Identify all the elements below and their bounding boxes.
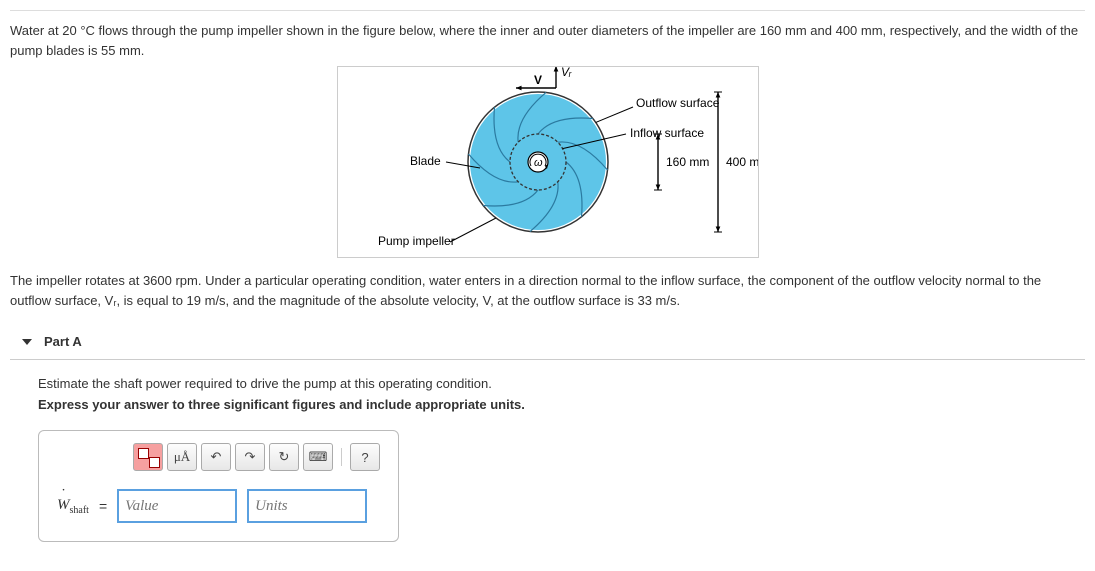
problem-sub: The impeller rotates at 3600 rpm. Under … xyxy=(10,271,1085,310)
svg-text:ω: ω xyxy=(534,157,543,169)
problem-intro: Water at 20 °C flows through the pump im… xyxy=(10,21,1085,60)
svg-text:160 mm: 160 mm xyxy=(666,155,709,169)
equals-sign: = xyxy=(99,498,107,514)
value-input[interactable] xyxy=(117,489,237,523)
question-line-1: Estimate the shaft power required to dri… xyxy=(38,376,1085,391)
keyboard-button[interactable]: ⌨ xyxy=(303,443,333,471)
svg-text:400 mm: 400 mm xyxy=(726,155,758,169)
templates-button[interactable] xyxy=(133,443,163,471)
undo-button[interactable]: ↶ xyxy=(201,443,231,471)
svg-text:V: V xyxy=(534,73,542,87)
svg-text:Outflow surface: Outflow surface xyxy=(636,96,720,110)
svg-text:Blade: Blade xyxy=(410,154,441,168)
units-input[interactable] xyxy=(247,489,367,523)
question-line-2: Express your answer to three significant… xyxy=(38,397,1085,412)
help-button[interactable]: ? xyxy=(350,443,380,471)
chevron-down-icon xyxy=(22,339,32,345)
part-label: Part A xyxy=(44,334,82,349)
redo-button[interactable]: ↷ xyxy=(235,443,265,471)
toolbar: μÅ ↶ ↷ ↻ ⌨ ? xyxy=(133,443,380,471)
svg-text:Pump impeller: Pump impeller xyxy=(378,234,455,248)
part-header[interactable]: Part A xyxy=(10,324,1085,360)
separator xyxy=(341,448,342,466)
figure: ω V Vᵣ Outflow surface Inflow surface Blade Pu… xyxy=(337,66,759,258)
answer-box: μÅ ↶ ↷ ↻ ⌨ ? Wshaft = xyxy=(38,430,399,542)
reset-button[interactable]: ↻ xyxy=(269,443,299,471)
svg-text:Inflow surface: Inflow surface xyxy=(630,126,704,140)
svg-text:Vᵣ: Vᵣ xyxy=(561,67,572,79)
symbols-button[interactable]: μÅ xyxy=(167,443,197,471)
answer-symbol: Wshaft xyxy=(57,497,89,516)
